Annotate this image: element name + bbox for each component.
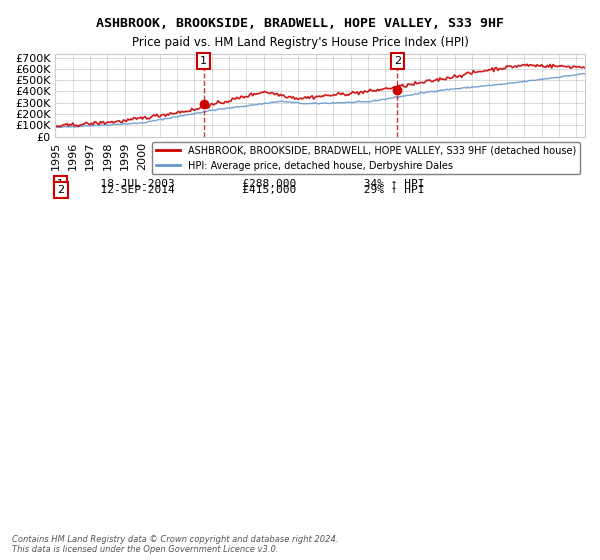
Text: 2: 2	[57, 185, 64, 195]
Legend: ASHBROOK, BROOKSIDE, BRADWELL, HOPE VALLEY, S33 9HF (detached house), HPI: Avera: ASHBROOK, BROOKSIDE, BRADWELL, HOPE VALL…	[152, 142, 580, 175]
Text: 1: 1	[57, 179, 64, 189]
Text: 18-JUL-2003          £288,000          34% ↑ HPI: 18-JUL-2003 £288,000 34% ↑ HPI	[87, 179, 425, 189]
Text: Price paid vs. HM Land Registry's House Price Index (HPI): Price paid vs. HM Land Registry's House …	[131, 36, 469, 49]
Text: ASHBROOK, BROOKSIDE, BRADWELL, HOPE VALLEY, S33 9HF: ASHBROOK, BROOKSIDE, BRADWELL, HOPE VALL…	[96, 17, 504, 30]
Text: 1: 1	[200, 56, 207, 66]
Text: 12-SEP-2014          £415,000          29% ↑ HPI: 12-SEP-2014 £415,000 29% ↑ HPI	[87, 185, 425, 195]
Text: 2: 2	[394, 56, 401, 66]
Text: Contains HM Land Registry data © Crown copyright and database right 2024.
This d: Contains HM Land Registry data © Crown c…	[12, 535, 338, 554]
